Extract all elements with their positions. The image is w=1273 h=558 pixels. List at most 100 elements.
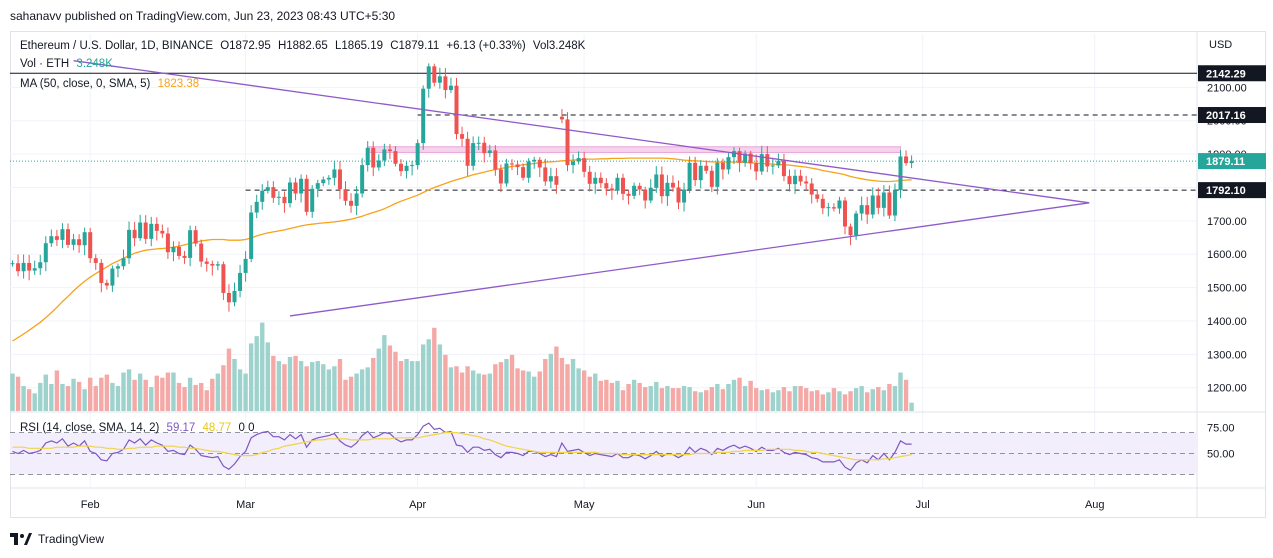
- volume-bar: [210, 378, 215, 411]
- volume-bar: [187, 377, 193, 411]
- volume-label[interactable]: Vol · ETH: [20, 58, 70, 70]
- symbol-title[interactable]: Ethereum / U.S. Dollar, 1D, BINANCE: [20, 40, 214, 52]
- volume-bar: [720, 389, 726, 411]
- volume-bar: [287, 356, 293, 411]
- candle-body: [571, 161, 576, 166]
- volume-bar: [476, 373, 481, 411]
- candle-body: [487, 150, 492, 154]
- volume-bar: [248, 343, 254, 411]
- candle-body: [748, 153, 753, 164]
- candle-body: [315, 183, 320, 189]
- rsi-tick-label: 75.00: [1207, 422, 1235, 434]
- candle-body: [293, 182, 298, 194]
- axes-layer: USD2100.002000.001900.001800.001700.0016…: [81, 39, 1266, 511]
- volume-bar: [620, 390, 626, 411]
- publisher-line: sahanavv published on TradingView.com, J…: [10, 9, 396, 23]
- candle-body: [859, 205, 864, 214]
- volume-legend: Vol · ETH 3.248K: [20, 58, 117, 70]
- volume-bar: [581, 370, 587, 411]
- candle-body: [632, 185, 637, 196]
- tradingview-logo-icon[interactable]: [10, 533, 32, 545]
- candle-body: [598, 177, 603, 184]
- candle-body: [604, 183, 609, 189]
- volume-bar: [681, 386, 687, 411]
- candle-body: [737, 151, 742, 163]
- candle-body: [354, 193, 359, 206]
- candle-body: [887, 192, 892, 216]
- candle-body: [793, 175, 798, 185]
- candle-body: [892, 190, 897, 216]
- time-tick-label: Apr: [409, 499, 426, 511]
- candle-body: [687, 162, 692, 190]
- candle-body: [537, 159, 542, 168]
- volume-bar: [615, 380, 620, 411]
- price-badge-label: 2017.16: [1206, 110, 1246, 122]
- footer: TradingView: [10, 532, 104, 546]
- candle-body: [349, 200, 354, 206]
- candle-body: [188, 230, 193, 258]
- candle-body: [115, 266, 120, 269]
- candle-body: [360, 165, 365, 194]
- volume-bar: [654, 381, 659, 411]
- candle-body: [510, 163, 514, 165]
- candle-body: [54, 236, 59, 240]
- candle-body: [321, 179, 326, 184]
- rsi-line: [12, 422, 912, 472]
- volume-bar: [271, 355, 276, 411]
- resistance-zone-layer: [367, 146, 901, 153]
- ma-label[interactable]: MA (50, close, 0, SMA, 5): [20, 78, 151, 90]
- volume-bar: [393, 351, 398, 411]
- volume-bar: [815, 390, 820, 411]
- volume-bar: [60, 383, 65, 411]
- candle-body: [410, 165, 415, 167]
- volume-bar: [759, 390, 764, 411]
- candle-body: [265, 187, 270, 191]
- volume-bar: [359, 369, 365, 411]
- volume-bar: [548, 353, 554, 411]
- volume-bar: [215, 373, 221, 411]
- volume-bar: [803, 388, 809, 411]
- candle-body: [870, 195, 875, 215]
- candle-body: [426, 66, 431, 89]
- candle-body: [104, 282, 109, 286]
- volume-bar: [576, 368, 581, 411]
- candle-body: [909, 161, 914, 164]
- rsi-label[interactable]: RSI (14, close, SMA, 14, 2): [20, 422, 160, 434]
- volume-bar: [93, 386, 98, 411]
- candle-body: [77, 239, 82, 246]
- volume-bar: [504, 359, 509, 411]
- candle-body: [576, 158, 581, 162]
- candle-body: [271, 187, 276, 198]
- candle-body: [904, 156, 909, 164]
- candle-body: [781, 160, 786, 177]
- footer-brand[interactable]: TradingView: [38, 532, 105, 546]
- volume-bar: [848, 391, 853, 411]
- candle-body: [665, 182, 670, 197]
- ohlc-change: +6.13 (+0.33%): [446, 40, 526, 52]
- candle-body: [254, 201, 259, 213]
- trendline[interactable]: [73, 60, 1090, 204]
- volume-bar: [826, 392, 831, 411]
- volume-bar: [15, 376, 21, 411]
- candle-body: [32, 268, 37, 271]
- candle-body: [698, 165, 703, 181]
- candle-body: [60, 229, 65, 240]
- volume-bar: [787, 391, 792, 411]
- volume-bar: [143, 379, 148, 411]
- candle-body: [831, 207, 836, 209]
- candle-body: [415, 143, 420, 166]
- volume-bar: [482, 374, 487, 411]
- candle-body: [804, 181, 809, 184]
- candle-body: [288, 182, 292, 204]
- volume-bar: [154, 375, 159, 411]
- candle-body: [743, 153, 748, 163]
- trendline[interactable]: [289, 202, 1090, 317]
- candle-body: [243, 258, 248, 273]
- price-badge: [1198, 153, 1266, 170]
- trendlines-layer[interactable]: [73, 60, 1090, 317]
- volume-bar: [337, 359, 343, 411]
- volume-bar: [54, 370, 60, 411]
- volume-bar: [415, 361, 420, 411]
- candle-body: [376, 160, 381, 168]
